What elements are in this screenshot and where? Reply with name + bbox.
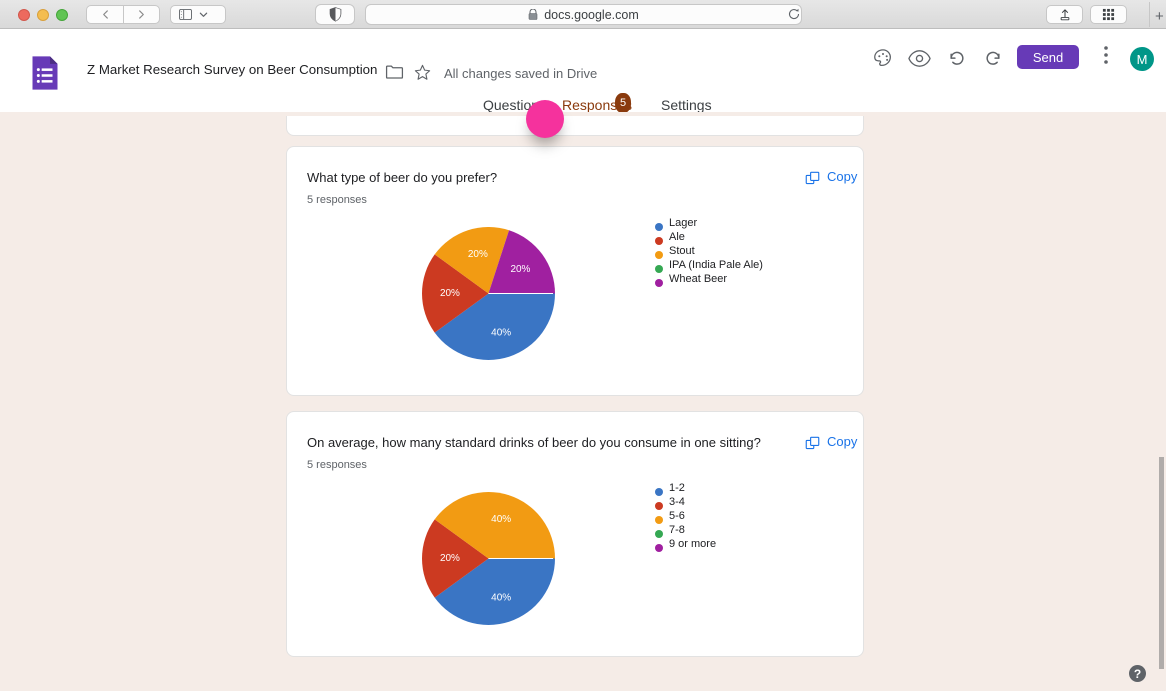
svg-text:20%: 20% bbox=[440, 288, 460, 299]
svg-text:40%: 40% bbox=[491, 514, 511, 525]
svg-text:40%: 40% bbox=[491, 328, 511, 339]
svg-text:40%: 40% bbox=[491, 593, 511, 604]
svg-text:20%: 20% bbox=[468, 249, 488, 260]
svg-text:20%: 20% bbox=[440, 553, 460, 564]
svg-text:20%: 20% bbox=[510, 265, 530, 276]
